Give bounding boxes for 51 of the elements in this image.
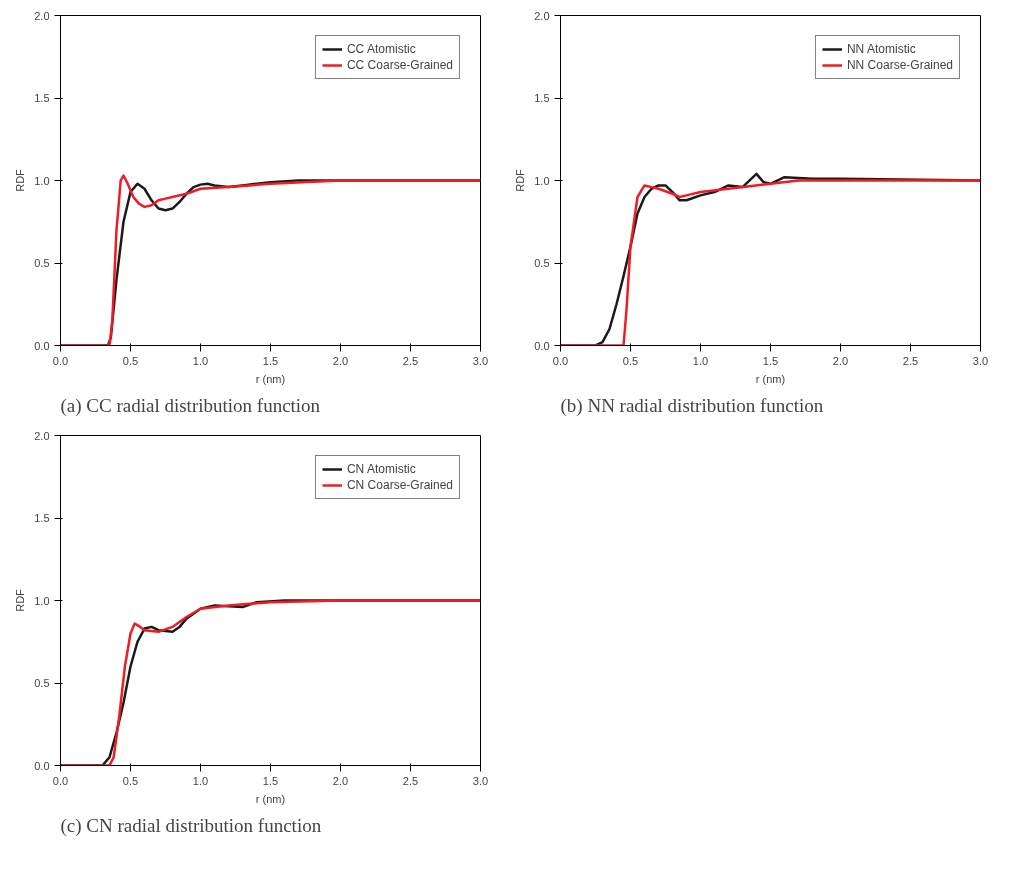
- x-tick-label: 1.0: [192, 354, 209, 367]
- x-tick-label: 3.0: [472, 354, 489, 367]
- x-tick-label: 2.5: [902, 354, 919, 367]
- legend-label: NN Coarse-Grained: [846, 58, 953, 72]
- text: (c) CN radial distribution function: [60, 814, 322, 837]
- x-tick-label: 0.5: [622, 354, 639, 367]
- y-tick-label: 2.0: [34, 429, 50, 442]
- y-tick-label: 0.5: [534, 257, 550, 269]
- x-tick-label: 0.0: [52, 354, 69, 367]
- x-tick-label: 1.0: [692, 354, 709, 367]
- x-tick-label: 1.5: [262, 354, 279, 367]
- y-tick-label: 1.0: [34, 174, 50, 187]
- x-tick-label: 2.0: [332, 774, 349, 787]
- y-tick-label: 0.0: [34, 759, 50, 772]
- x-tick-label: 0.0: [552, 354, 569, 367]
- x-axis-title: r (nm): [255, 372, 286, 385]
- y-tick-label: 2.0: [534, 9, 550, 22]
- x-tick-label: 2.0: [832, 354, 849, 367]
- legend-label: CN Coarse-Grained: [346, 478, 453, 492]
- x-tick-label: 0.0: [52, 774, 69, 787]
- x-tick-label: 1.5: [762, 354, 779, 367]
- y-axis-title: RDF: [514, 168, 527, 192]
- legend-label: CC Coarse-Grained: [346, 58, 453, 72]
- y-axis-title: RDF: [14, 588, 27, 612]
- x-axis-title: r (nm): [755, 372, 786, 385]
- y-tick-label: 1.0: [534, 174, 550, 187]
- x-tick-label: 3.0: [972, 354, 989, 367]
- y-tick-label: 0.0: [34, 339, 50, 352]
- x-tick-label: 2.5: [402, 354, 419, 367]
- x-tick-label: 0.5: [122, 774, 139, 787]
- y-tick-label: 1.5: [534, 92, 550, 104]
- x-tick-label: 0.5: [122, 354, 139, 367]
- y-tick-label: 2.0: [34, 9, 50, 22]
- x-tick-label: 2.5: [402, 774, 419, 787]
- y-axis-title: RDF: [14, 168, 27, 192]
- text: (b) NN radial distribution function: [560, 394, 824, 417]
- x-tick-label: 2.0: [332, 354, 349, 367]
- x-axis-title: r (nm): [255, 792, 286, 805]
- legend-label: NN Atomistic: [846, 42, 916, 56]
- y-tick-label: 1.5: [34, 92, 50, 104]
- text: (a) CC radial distribution function: [60, 394, 321, 417]
- legend-label: CC Atomistic: [346, 42, 416, 56]
- y-tick-label: 1.0: [34, 594, 50, 607]
- y-tick-label: 1.5: [34, 512, 50, 524]
- x-tick-label: 1.0: [192, 774, 209, 787]
- y-tick-label: 0.0: [534, 339, 550, 352]
- y-tick-label: 0.5: [34, 257, 50, 269]
- legend-label: CN Atomistic: [346, 462, 416, 476]
- x-tick-label: 1.5: [262, 774, 279, 787]
- x-tick-label: 3.0: [472, 774, 489, 787]
- y-tick-label: 0.5: [34, 677, 50, 689]
